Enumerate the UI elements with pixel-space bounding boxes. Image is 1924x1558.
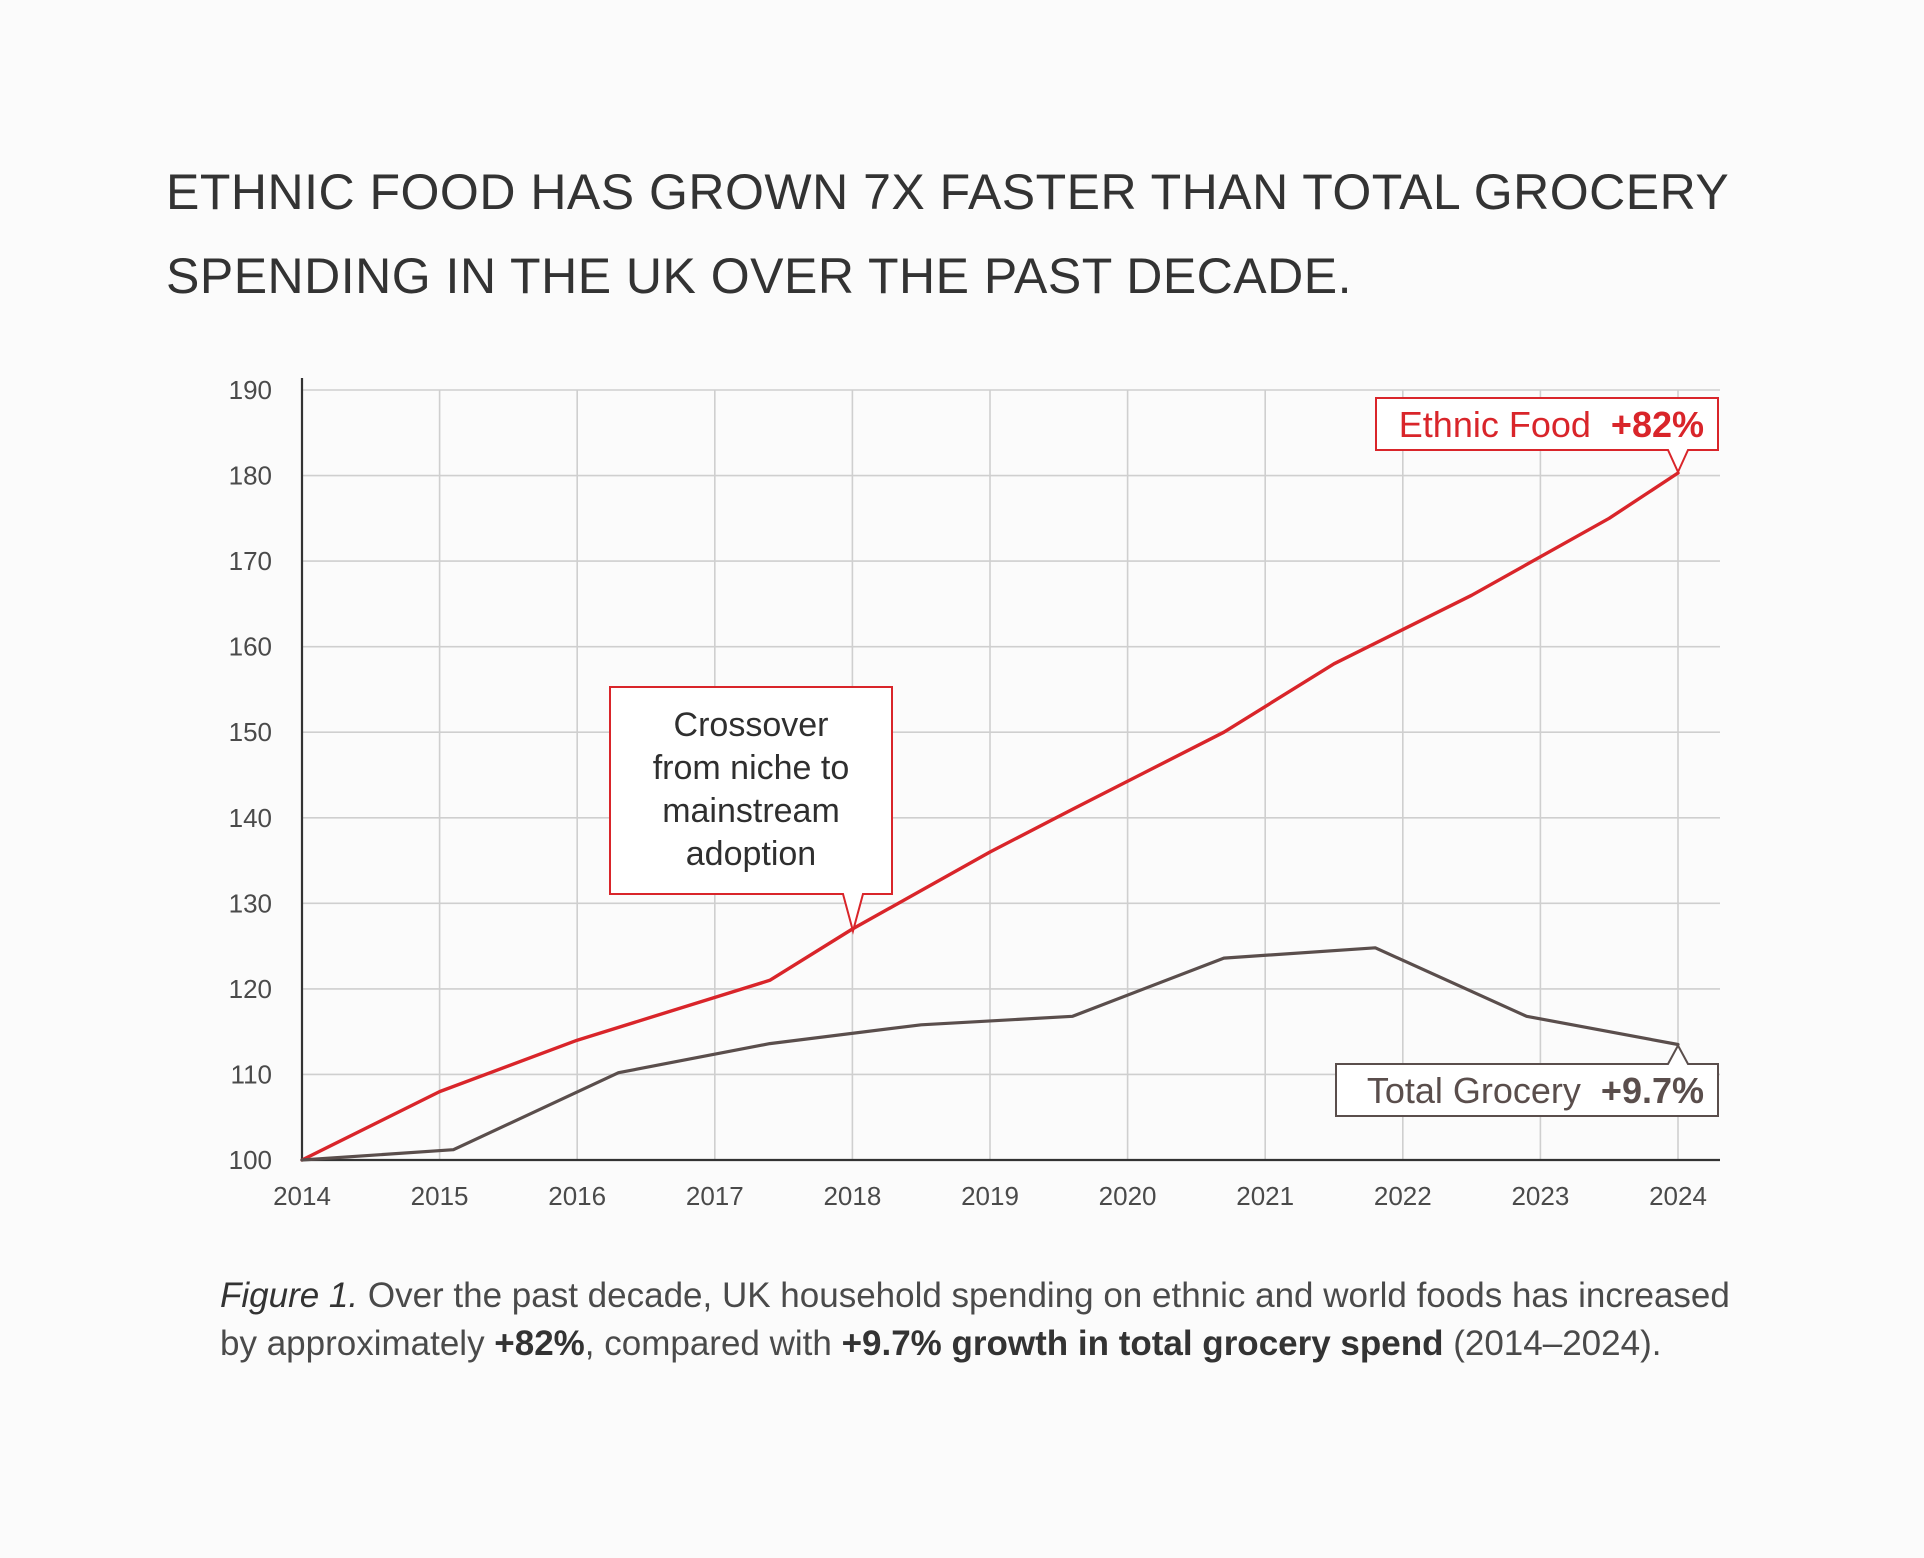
total-grocery-line [300,946,1680,1162]
annotation-line: from niche to [653,749,850,787]
series-name: Ethnic Food [1399,404,1611,445]
ethnic-food-line [300,471,1680,1162]
total-grocery-callout: Total Grocery +9.7% [1335,1043,1719,1117]
x-tick-label: 2022 [1374,1181,1432,1211]
x-tick-label: 2023 [1511,1181,1569,1211]
caption-text-3: (2014–2024). [1443,1324,1662,1363]
y-tick-label: 100 [229,1145,272,1175]
y-tick-label: 160 [229,632,272,662]
y-tick-label: 130 [229,888,272,918]
annotation-line: Crossover [674,706,829,744]
caption-text-1: Over the past decade, UK household spend… [220,1276,1730,1363]
x-tick-label: 2018 [823,1181,881,1211]
figure-caption: Figure 1. Over the past decade, UK house… [220,1272,1760,1368]
caption-text-2: , compared with [584,1324,842,1363]
y-tick-label: 190 [229,375,272,405]
y-tick-label: 120 [229,974,272,1004]
x-tick-label: 2021 [1236,1181,1294,1211]
headline-line-2: SPENDING IN THE UK OVER THE PAST DECADE. [166,248,1352,304]
x-tick-label: 2016 [548,1181,606,1211]
x-tick-label: 2019 [961,1181,1019,1211]
caption-highlight-grocery: +9.7% growth in total grocery spend [841,1324,1444,1363]
annotation-line: mainstream [662,792,840,830]
headline-line-1: ETHNIC FOOD HAS GROWN 7X FASTER THAN TOT… [166,164,1730,220]
callout-label: Total Grocery +9.7% [1367,1070,1704,1111]
series-change: +9.7% [1601,1070,1704,1111]
x-tick-label: 2014 [273,1181,331,1211]
y-tick-label: 140 [229,803,272,833]
grid-lines [302,389,1720,1160]
callout-box [1375,397,1719,475]
x-tick-label: 2015 [411,1181,469,1211]
y-tick-label: 110 [231,1059,272,1089]
series-change: +82% [1611,404,1704,445]
axes [300,378,1720,1162]
callout-box [1335,1043,1719,1117]
tick-labels: 100 110 120 130 140 150 160 170 180 190 2014 2015 20… [229,375,1707,1211]
y-tick-label: 180 [229,461,272,491]
x-tick-label: 2017 [686,1181,744,1211]
annotation-line: adoption [686,835,816,873]
series-name: Total Grocery [1367,1070,1601,1111]
ethnic-food-callout: Ethnic Food +82% [1375,397,1719,475]
caption-figure-label: Figure 1. [220,1276,359,1315]
crossover-annotation: Crossover from niche to mainstream adoption [609,686,893,935]
data-series [300,471,1680,1162]
caption-highlight-ethnic: +82% [494,1324,585,1363]
x-tick-label: 2024 [1649,1181,1707,1211]
annotation-box [609,686,893,935]
callout-label: Ethnic Food +82% [1399,404,1704,445]
y-tick-label: 150 [229,717,272,747]
page-title: ETHNIC FOOD HAS GROWN 7X FASTER THAN TOT… [166,150,1806,318]
series-callouts: Ethnic Food +82% Total Grocery +9.7% [1335,397,1719,1117]
y-tick-label: 170 [229,546,272,576]
x-tick-label: 2020 [1099,1181,1157,1211]
